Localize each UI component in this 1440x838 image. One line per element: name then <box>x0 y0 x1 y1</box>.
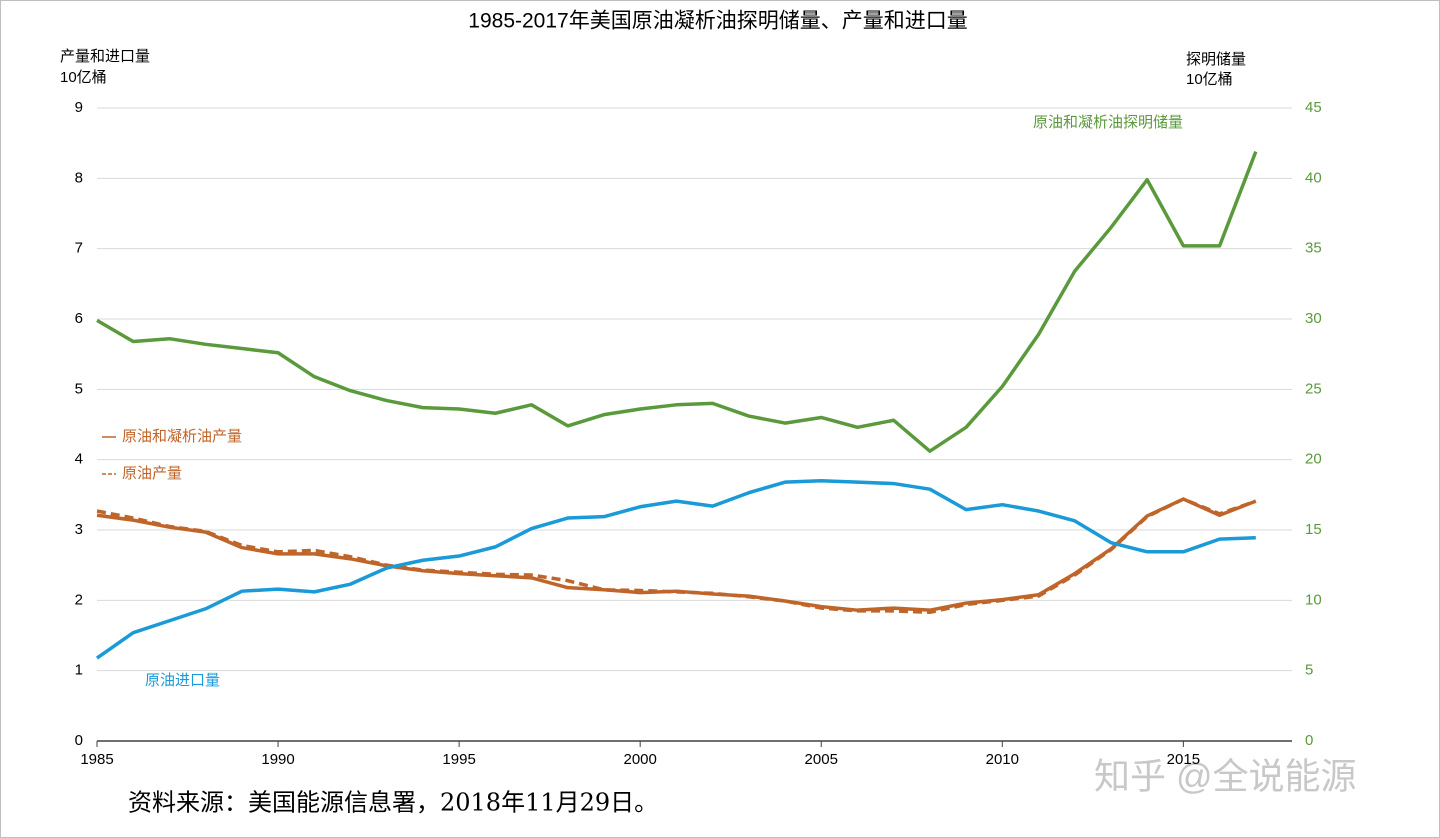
series-label: 原油产量 <box>122 465 182 482</box>
y2-axis-label: 探明储量 <box>1186 51 1246 68</box>
y-tick-label: 1 <box>75 662 83 679</box>
y-tick-label: 5 <box>75 380 83 397</box>
y-tick-label: 9 <box>75 99 83 116</box>
y2-tick-label: 30 <box>1305 310 1322 327</box>
x-tick-label: 1985 <box>80 751 113 768</box>
source-note: 资料来源：美国能源信息署，2018年11月29日。 <box>128 789 658 817</box>
y2-tick-label: 40 <box>1305 169 1322 186</box>
y2-tick-label: 20 <box>1305 451 1322 468</box>
y-tick-label: 0 <box>75 732 83 749</box>
data-line <box>96 497 1257 615</box>
series-label: 原油和凝析油产量 <box>122 428 242 445</box>
y2-axis-unit: 10亿桶 <box>1186 71 1233 88</box>
y-tick-label: 7 <box>75 240 83 257</box>
series-label: 原油进口量 <box>145 672 220 689</box>
data-line <box>95 479 1256 660</box>
y-tick-label: 8 <box>75 169 83 186</box>
x-tick-label: 1990 <box>261 751 294 768</box>
chart-title: 1985-2017年美国原油凝析油探明储量、产量和进口量 <box>468 10 967 33</box>
x-tick-label: 1995 <box>442 751 475 768</box>
y2-tick-label: 25 <box>1305 380 1322 397</box>
data-line <box>96 150 1258 453</box>
y-tick-label: 6 <box>75 310 83 327</box>
x-tick-label: 2005 <box>805 751 838 768</box>
y2-tick-label: 15 <box>1305 521 1322 538</box>
watermark: 知乎 @全说能源 <box>1094 756 1357 797</box>
y-axis-unit: 10亿桶 <box>60 69 107 86</box>
series-label: 原油和凝析油探明储量 <box>1033 114 1183 131</box>
y2-tick-label: 35 <box>1305 240 1322 257</box>
x-tick-label: 2000 <box>623 751 656 768</box>
y2-tick-label: 0 <box>1305 732 1313 749</box>
y-axis-label: 产量和进口量 <box>60 48 150 65</box>
y2-tick-label: 45 <box>1305 99 1322 116</box>
y2-tick-label: 10 <box>1305 591 1322 608</box>
x-tick-label: 2010 <box>986 751 1019 768</box>
y2-tick-label: 5 <box>1305 662 1313 679</box>
y-tick-label: 4 <box>75 451 83 468</box>
y-tick-label: 2 <box>75 591 83 608</box>
y-tick-label: 3 <box>75 521 83 538</box>
x-tick-label: 2015 <box>1167 751 1200 768</box>
